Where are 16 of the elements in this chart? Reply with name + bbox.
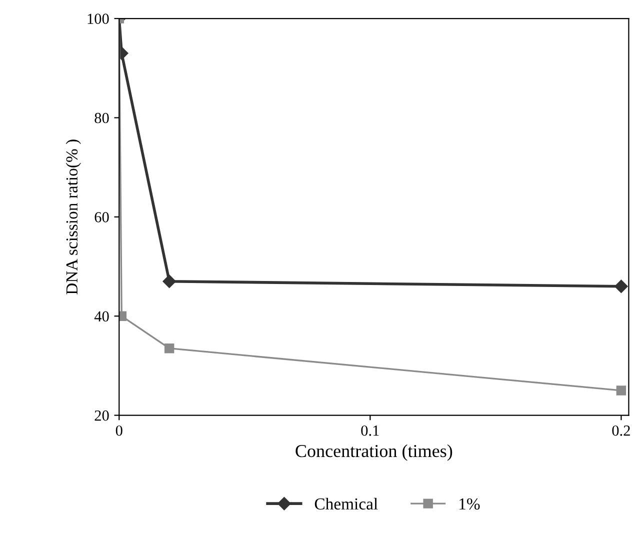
- y-tick-label: 60: [94, 212, 109, 222]
- x-tick-label: 0: [116, 425, 122, 436]
- y-tick-label: 40: [94, 311, 109, 322]
- x-tick-label: 0.1: [361, 425, 379, 436]
- x-axis-title: Concentration (times): [296, 444, 452, 461]
- y-tick-label: 80: [94, 112, 109, 124]
- y-tick-label: 100: [88, 14, 109, 24]
- point: [164, 343, 174, 354]
- x-tick-label: 0.2: [612, 425, 630, 436]
- legend-label: Chemical: [314, 498, 378, 510]
- point: [614, 280, 628, 293]
- y-axis-title: DNA scission ratio(% ): [66, 140, 81, 294]
- y-tick-label: 20: [94, 410, 109, 421]
- legend-label: 1%: [460, 498, 480, 510]
- point: [616, 386, 626, 396]
- point: [162, 274, 176, 288]
